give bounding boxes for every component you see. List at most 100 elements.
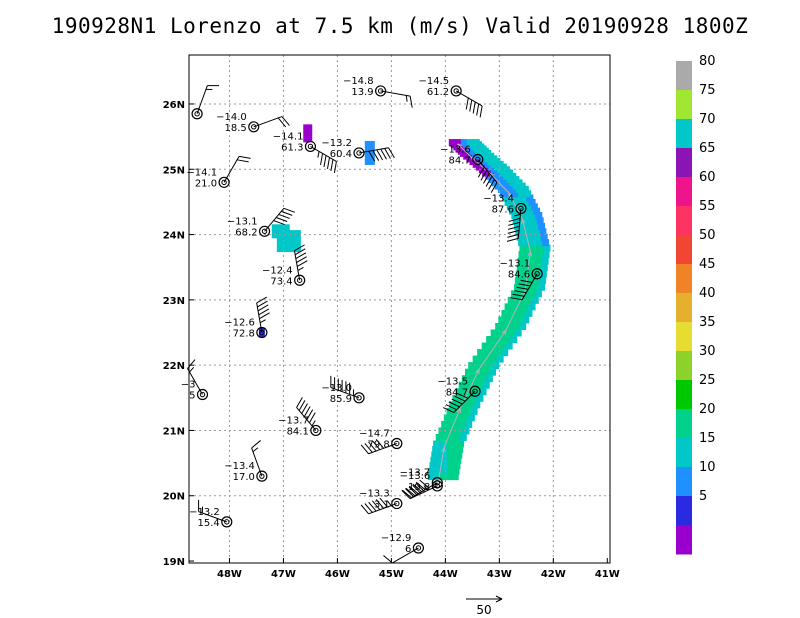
obs-marker-outer bbox=[294, 274, 306, 286]
wind-barb-flag bbox=[294, 248, 306, 256]
obs-top-value: −14.8 bbox=[343, 76, 374, 87]
obs-marker-outer bbox=[531, 268, 543, 280]
wind-barb-flag bbox=[512, 293, 525, 297]
obs-top-value: −14.1 bbox=[273, 131, 304, 142]
obs-bottom-value: 61.3 bbox=[281, 142, 303, 153]
wind-swath bbox=[258, 124, 551, 481]
wind-barb-half-flag bbox=[189, 366, 195, 373]
colorbar-label: 75 bbox=[699, 83, 716, 98]
obs-top-value: −13.1 bbox=[227, 216, 258, 227]
observation: −13.417.0 bbox=[224, 440, 268, 483]
obs-marker-inner bbox=[394, 440, 400, 447]
colorbar-label: 20 bbox=[699, 402, 716, 417]
wind-barb-flag bbox=[256, 296, 268, 304]
wind-barb-staff bbox=[455, 90, 483, 107]
obs-marker-inner bbox=[221, 179, 227, 186]
wind-barb-flag bbox=[368, 441, 377, 452]
obs-marker-inner bbox=[434, 483, 440, 489]
colorbar-label: 25 bbox=[699, 373, 716, 388]
wind-barb-flag bbox=[296, 260, 308, 267]
colorbar-label: 65 bbox=[699, 141, 716, 156]
colorbar-segment bbox=[676, 177, 692, 207]
wind-barb-flag bbox=[507, 229, 520, 234]
obs-top-value: −13.7 bbox=[400, 468, 431, 479]
wind-barb-flag bbox=[507, 233, 519, 238]
wind-barb-flag bbox=[480, 169, 488, 181]
x-tick-label: 47W bbox=[271, 569, 296, 580]
wind-barb-staff bbox=[368, 503, 397, 515]
colorbar-label: 15 bbox=[699, 431, 716, 446]
x-tick-label: 44W bbox=[433, 569, 458, 580]
wind-barb-flag bbox=[419, 479, 429, 489]
wind-barb-flag bbox=[490, 182, 498, 193]
wind-barb-half-flag bbox=[259, 319, 266, 324]
wind-barb-flag bbox=[379, 497, 388, 508]
chart-title: 190928N1 Lorenzo at 7.5 km (m/s) Valid 2… bbox=[51, 14, 749, 38]
wind-barb-staff bbox=[256, 302, 263, 333]
colorbar-segment bbox=[676, 380, 692, 410]
wind-barb-flag bbox=[298, 400, 306, 411]
wind-barb-flag bbox=[375, 499, 385, 509]
wind-barb-flag bbox=[259, 312, 270, 320]
colorbar-segment bbox=[676, 293, 692, 323]
x-tick-label: 48W bbox=[217, 569, 242, 580]
wind-barb-flag bbox=[296, 256, 307, 263]
x-tick-label: 46W bbox=[325, 569, 350, 580]
y-tick-label: 21N bbox=[163, 426, 185, 437]
obs-marker-outer bbox=[412, 542, 424, 554]
colorbar-label: 55 bbox=[699, 199, 716, 214]
wind-barb-half-flag bbox=[386, 500, 392, 506]
obs-marker-inner bbox=[534, 271, 540, 277]
wind-barb-flag bbox=[380, 148, 387, 160]
reference-vector: 50 bbox=[466, 595, 503, 617]
wind-barb-flag bbox=[326, 157, 330, 170]
colorbar-segment bbox=[676, 235, 692, 265]
x-tick-label: 43W bbox=[487, 569, 512, 580]
obs-bottom-value: 3.1 bbox=[374, 500, 390, 511]
obs-top-value: −13.6 bbox=[400, 471, 431, 482]
wind-barb-flag bbox=[472, 101, 476, 114]
observation: −14.121.0 bbox=[186, 155, 251, 189]
obs-top-value: −12.9 bbox=[381, 533, 412, 544]
wind-barb-staff bbox=[411, 482, 438, 499]
wind-barb-flag bbox=[402, 489, 412, 499]
obs-top-value: −13.6 bbox=[440, 144, 471, 155]
observation: −13.168.2 bbox=[227, 207, 296, 238]
wind-barb-staff bbox=[196, 85, 208, 114]
obs-marker-inner bbox=[307, 143, 314, 150]
wind-barb-flag bbox=[445, 404, 457, 411]
colorbar-label: 80 bbox=[699, 54, 716, 69]
colorbar-segment bbox=[676, 322, 692, 352]
obs-marker-inner bbox=[224, 519, 230, 525]
colorbar: 5 10 15 20 25 30 35 40 45 50 55 60 65 70 75 80 bbox=[676, 54, 716, 555]
wind-barb-flag bbox=[479, 105, 483, 118]
wind-barb-staff bbox=[380, 90, 411, 97]
wind-barb-flag bbox=[236, 159, 249, 163]
obs-marker-inner bbox=[313, 427, 319, 434]
observation: −13.215.4 bbox=[189, 499, 233, 529]
obs-top-value: −14.7 bbox=[359, 429, 390, 440]
wind-barb-flag bbox=[303, 406, 311, 417]
wind-barb-staff bbox=[368, 443, 397, 455]
wind-barb-flag bbox=[408, 485, 419, 495]
wind-barb-flag bbox=[371, 500, 381, 511]
wind-barb-flag bbox=[360, 444, 369, 455]
colorbar-label: 45 bbox=[699, 257, 716, 272]
wind-barb-half-flag bbox=[514, 213, 521, 217]
wind-barb-staff bbox=[453, 390, 476, 413]
wind-barb-flag bbox=[277, 117, 287, 128]
obs-bottom-value: 15.4 bbox=[198, 518, 220, 529]
obs-bottom-value: 87.6 bbox=[492, 204, 514, 215]
obs-top-value: −13.3 bbox=[359, 489, 390, 500]
obs-marker-outer bbox=[375, 85, 387, 97]
obs-marker-outer bbox=[310, 424, 322, 437]
wind-barb-flag bbox=[257, 304, 269, 312]
observations: −14.018.5−14.161.3 −13.260.4−14.121.0−13.… bbox=[181, 76, 543, 564]
obs-bottom-value: 17.0 bbox=[233, 472, 255, 483]
obs-marker-outer bbox=[256, 470, 268, 482]
obs-marker-outer bbox=[353, 147, 365, 159]
wind-barb-staff bbox=[296, 407, 317, 431]
wind-barb-flag bbox=[408, 486, 418, 496]
wind-barb-flag bbox=[258, 308, 270, 316]
